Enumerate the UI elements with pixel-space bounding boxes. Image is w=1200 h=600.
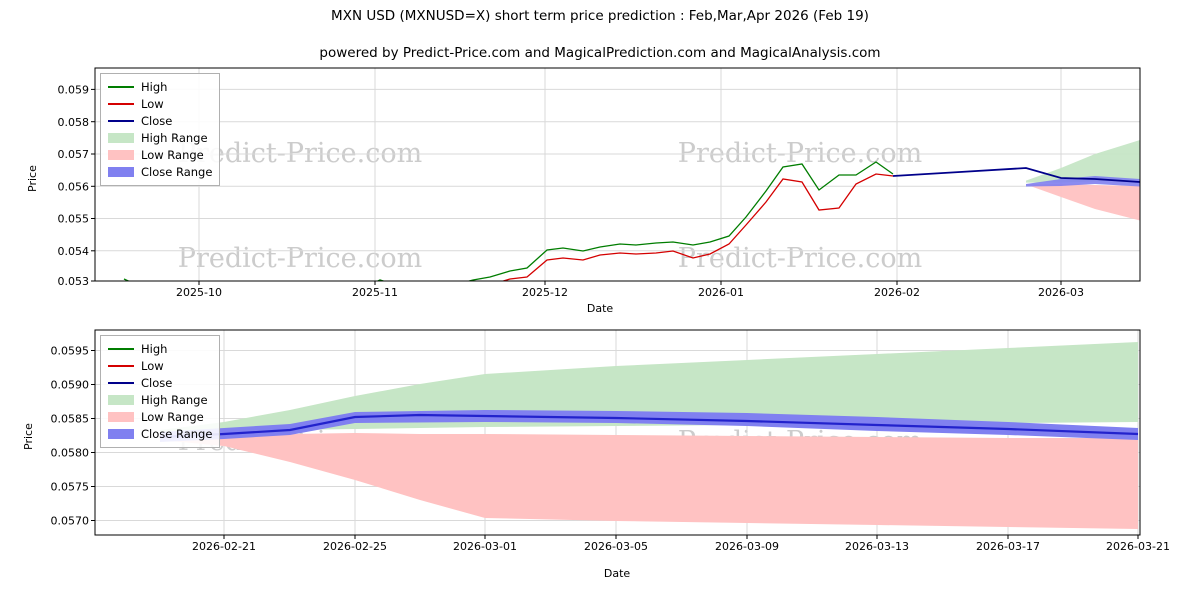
top-tickmarks <box>91 88 1062 285</box>
top-y-axis-label: Price <box>26 165 39 192</box>
legend-label-low: Low <box>141 96 164 111</box>
legend-item-high-range: High Range <box>108 129 212 146</box>
svg-text:2026-01: 2026-01 <box>698 286 744 299</box>
top-legend: High Low Close High Range Low Range Clos… <box>100 73 221 186</box>
legend-item-low: Low <box>108 95 212 112</box>
band-high-range <box>160 342 1138 434</box>
svg-text:2025-11: 2025-11 <box>352 286 398 299</box>
legend-item-low-range: Low Range <box>108 146 212 163</box>
legend-item-high-range: High Range <box>108 391 212 408</box>
legend-item-close: Close <box>108 112 212 129</box>
top-plot-background <box>95 68 1140 281</box>
svg-text:0.057: 0.057 <box>58 148 90 161</box>
legend-item-low: Low <box>108 357 212 374</box>
band-close-range <box>160 410 1138 442</box>
band-high-range <box>1026 140 1140 183</box>
legend-item-high: High <box>108 340 212 357</box>
band-low-range <box>1026 184 1140 221</box>
watermark-text: Predict-Price.com <box>178 243 422 274</box>
bottom-axes-frame <box>94 329 1141 536</box>
bottom-legend: High Low Close High Range Low Range Clos… <box>100 335 221 448</box>
band-low-range <box>160 433 1138 529</box>
top-data-area <box>123 140 1140 281</box>
svg-text:2026-03-09: 2026-03-09 <box>715 540 779 553</box>
svg-text:0.055: 0.055 <box>58 213 90 226</box>
bottom-xtick-labels: 2026-02-21 2026-02-25 2026-03-01 2026-03… <box>192 540 1170 553</box>
bottom-chart-panel: Predict-Price.com Predict-Price.com <box>0 322 1200 592</box>
svg-text:2026-03-01: 2026-03-01 <box>453 540 517 553</box>
svg-text:2026-03: 2026-03 <box>1038 286 1084 299</box>
close-line-swatch <box>108 377 134 388</box>
legend-item-high: High <box>108 78 212 95</box>
svg-text:0.054: 0.054 <box>58 245 90 258</box>
svg-text:0.0590: 0.0590 <box>51 379 90 392</box>
series-close <box>892 167 1140 183</box>
legend-label-high: High <box>141 341 168 356</box>
legend-label-close-range: Close Range <box>141 164 213 179</box>
series-low <box>501 173 894 281</box>
svg-text:0.053: 0.053 <box>58 275 90 288</box>
close-range-swatch <box>108 166 134 177</box>
legend-label-high-range: High Range <box>141 392 208 407</box>
top-ytick-labels: 0.059 0.058 0.057 0.056 0.055 0.054 0.05… <box>58 84 90 289</box>
svg-text:2026-03-21: 2026-03-21 <box>1106 540 1170 553</box>
svg-text:2026-03-17: 2026-03-17 <box>976 540 1040 553</box>
legend-item-close-range: Close Range <box>108 163 212 180</box>
high-line-swatch <box>108 343 134 354</box>
svg-text:0.0575: 0.0575 <box>51 481 90 494</box>
svg-text:0.0580: 0.0580 <box>51 447 90 460</box>
page-title: MXN USD (MXNUSD=X) short term price pred… <box>331 8 869 24</box>
bottom-ytick-labels: 0.0595 0.0590 0.0585 0.0580 0.0575 0.057… <box>51 345 90 528</box>
legend-label-low: Low <box>141 358 164 373</box>
series-high <box>123 161 894 281</box>
top-x-axis-label: Date <box>586 302 614 315</box>
series-close <box>159 413 1139 439</box>
low-range-swatch <box>108 149 134 160</box>
high-range-swatch <box>108 394 134 405</box>
legend-item-low-range: Low Range <box>108 408 212 425</box>
high-range-swatch <box>108 132 134 143</box>
bottom-data-area <box>159 342 1139 529</box>
legend-item-close: Close <box>108 374 212 391</box>
close-range-swatch <box>108 428 134 439</box>
bottom-tickmarks <box>91 350 1139 539</box>
svg-text:2026-02-25: 2026-02-25 <box>323 540 387 553</box>
svg-text:2025-12: 2025-12 <box>522 286 568 299</box>
bottom-chart-svg: Predict-Price.com Predict-Price.com <box>51 329 1170 553</box>
svg-text:0.059: 0.059 <box>58 84 90 97</box>
low-line-swatch <box>108 360 134 371</box>
svg-text:0.0570: 0.0570 <box>51 515 90 528</box>
legend-label-high-range: High Range <box>141 130 208 145</box>
page-subtitle: powered by Predict-Price.com and Magical… <box>319 45 881 61</box>
legend-item-close-range: Close Range <box>108 425 212 442</box>
svg-text:0.058: 0.058 <box>58 116 90 129</box>
bottom-x-axis-label: Date <box>603 567 631 580</box>
legend-label-low-range: Low Range <box>141 147 204 162</box>
low-line-swatch <box>108 98 134 109</box>
svg-text:2026-03-05: 2026-03-05 <box>584 540 648 553</box>
legend-label-high: High <box>141 79 168 94</box>
top-xtick-labels: 2025-10 2025-11 2025-12 2026-01 2026-02 … <box>176 286 1084 299</box>
svg-text:0.0585: 0.0585 <box>51 413 90 426</box>
legend-label-close-range: Close Range <box>141 426 213 441</box>
legend-label-close: Close <box>141 113 173 128</box>
high-line-swatch <box>108 81 134 92</box>
top-chart-svg: Predict-Price.com Predict-Price.com Pred… <box>58 67 1141 299</box>
svg-text:0.0595: 0.0595 <box>51 345 90 358</box>
close-line-swatch <box>108 115 134 126</box>
low-range-swatch <box>108 411 134 422</box>
svg-text:2026-02-21: 2026-02-21 <box>192 540 256 553</box>
svg-text:2026-03-13: 2026-03-13 <box>845 540 909 553</box>
watermark-text: Predict-Price.com <box>678 243 922 274</box>
legend-label-low-range: Low Range <box>141 409 204 424</box>
svg-text:0.056: 0.056 <box>58 180 90 193</box>
legend-label-close: Close <box>141 375 173 390</box>
svg-text:2026-02: 2026-02 <box>874 286 920 299</box>
bottom-y-axis-label: Price <box>22 423 35 450</box>
top-chart-panel: Predict-Price.com Predict-Price.com Pred… <box>0 62 1200 315</box>
band-close-range <box>1026 176 1140 187</box>
svg-text:2025-10: 2025-10 <box>176 286 222 299</box>
top-axes-frame <box>94 67 1141 282</box>
